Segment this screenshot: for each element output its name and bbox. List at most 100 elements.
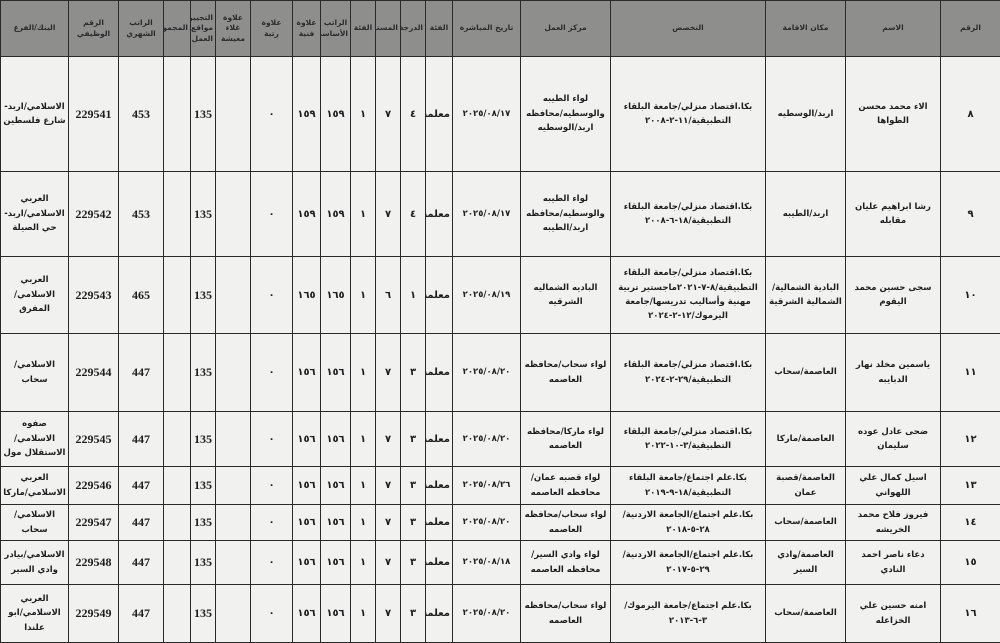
cell-col-a: ٣ bbox=[401, 334, 426, 412]
cell-bank-branch: العربي الاسلامي/ماركا bbox=[1, 467, 69, 505]
cell-employee-id: 229547 bbox=[69, 505, 119, 541]
cell-residence: العاصمة/قصبة عمان bbox=[766, 467, 846, 505]
cell-col-a: ٤ bbox=[401, 57, 426, 172]
cell-col-d: ١٥٩ bbox=[321, 172, 351, 257]
cell-job-title: معلمة bbox=[426, 257, 453, 334]
cell-specialization: بكا.علم اجتماع/جامعة اليرموك/٣-٦-٢٠١٣ bbox=[611, 585, 766, 643]
cell-job-title: معلمة bbox=[426, 57, 453, 172]
cell-monthly-salary: 453 bbox=[119, 172, 164, 257]
cell-start-date: ٢٠٢٥/٠٨/١٧ bbox=[453, 172, 521, 257]
cell-col-e: ١٥٦ bbox=[293, 585, 321, 643]
cell-job-title: معلمة bbox=[426, 541, 453, 585]
cell-bank-branch: العربي الاسلامي/المفرق bbox=[1, 257, 69, 334]
cell-col-i bbox=[164, 467, 191, 505]
cell-residence: العاصمة/سحاب bbox=[766, 585, 846, 643]
cell-work-center: لواء الطيبه والوسطيه/محافظه اربد/الطيبه bbox=[521, 172, 611, 257]
cell-num: ١٣ bbox=[941, 467, 1000, 505]
cell-col-b: ٧ bbox=[376, 505, 401, 541]
cell-col-b: ٧ bbox=[376, 467, 401, 505]
cell-col-h: 135 bbox=[191, 257, 216, 334]
cell-col-a: ١ bbox=[401, 257, 426, 334]
cell-col-b: ٧ bbox=[376, 541, 401, 585]
cell-bank-branch: الاسلامي/سحاب bbox=[1, 505, 69, 541]
cell-col-e: ١٥٦ bbox=[293, 541, 321, 585]
cell-col-h: 135 bbox=[191, 172, 216, 257]
cell-employee-id: 229548 bbox=[69, 541, 119, 585]
cell-job-title: معلمة bbox=[426, 467, 453, 505]
cell-work-center: لواء سحاب/محافظه العاصمه bbox=[521, 334, 611, 412]
header-col-e: علاوة فنية bbox=[293, 1, 321, 57]
cell-num: ١٤ bbox=[941, 505, 1000, 541]
cell-col-f: ٠ bbox=[251, 541, 293, 585]
cell-monthly-salary: 447 bbox=[119, 541, 164, 585]
cell-col-b: ٧ bbox=[376, 412, 401, 467]
cell-employee-id: 229549 bbox=[69, 585, 119, 643]
cell-specialization: بكا.اقتصاد منزلي/جامعة البلقاء التطبيقية… bbox=[611, 57, 766, 172]
cell-col-c: ١ bbox=[351, 172, 376, 257]
cell-employee-id: 229545 bbox=[69, 412, 119, 467]
cell-start-date: ٢٠٢٥/٠٨/٢٠ bbox=[453, 334, 521, 412]
header-num: الرقم bbox=[941, 1, 1000, 57]
cell-start-date: ٢٠٢٥/٠٨/٢٦ bbox=[453, 467, 521, 505]
cell-job-title: معلمة bbox=[426, 334, 453, 412]
cell-col-a: ٣ bbox=[401, 412, 426, 467]
cell-monthly-salary: 447 bbox=[119, 412, 164, 467]
cell-col-i bbox=[164, 541, 191, 585]
cell-col-a: ٣ bbox=[401, 467, 426, 505]
cell-col-d: ١٥٦ bbox=[321, 505, 351, 541]
cell-start-date: ٢٠٢٥/٠٨/٢٠ bbox=[453, 505, 521, 541]
cell-col-h: 135 bbox=[191, 467, 216, 505]
cell-col-a: ٣ bbox=[401, 585, 426, 643]
cell-col-f: ٠ bbox=[251, 172, 293, 257]
cell-col-d: ١٥٩ bbox=[321, 57, 351, 172]
cell-col-h: 135 bbox=[191, 585, 216, 643]
cell-specialization: بكا.علم اجتماع/جامعة البلقاء التطبيقية/١… bbox=[611, 467, 766, 505]
cell-col-i bbox=[164, 334, 191, 412]
cell-col-g bbox=[216, 585, 251, 643]
cell-col-i bbox=[164, 172, 191, 257]
cell-col-e: ١٥٦ bbox=[293, 505, 321, 541]
header-specialization: التخصص bbox=[611, 1, 766, 57]
cell-specialization: بكا.اقتصاد منزلي/جامعة البلقاء التطبيقية… bbox=[611, 334, 766, 412]
cell-monthly-salary: 447 bbox=[119, 467, 164, 505]
cell-col-h: 135 bbox=[191, 334, 216, 412]
cell-work-center: الباديه الشماليه الشرقيه bbox=[521, 257, 611, 334]
header-col-h: التجيير/مواقع العمل bbox=[191, 1, 216, 57]
cell-name: سجى حسين محمد اليقوم bbox=[846, 257, 941, 334]
cell-work-center: لواء ماركا/محافظه العاصمه bbox=[521, 412, 611, 467]
cell-monthly-salary: 465 bbox=[119, 257, 164, 334]
cell-col-i bbox=[164, 505, 191, 541]
cell-job-title: معلمة bbox=[426, 172, 453, 257]
cell-col-h: 135 bbox=[191, 505, 216, 541]
cell-col-f: ٠ bbox=[251, 257, 293, 334]
cell-col-d: ١٥٦ bbox=[321, 412, 351, 467]
header-col-i: المجموع bbox=[164, 1, 191, 57]
cell-bank-branch: الاسلامي/اربد-شارع فلسطين bbox=[1, 57, 69, 172]
cell-employee-id: 229546 bbox=[69, 467, 119, 505]
cell-col-c: ١ bbox=[351, 505, 376, 541]
header-col-b: المستوى bbox=[376, 1, 401, 57]
cell-col-f: ٠ bbox=[251, 585, 293, 643]
cell-employee-id: 229543 bbox=[69, 257, 119, 334]
cell-num: ١٢ bbox=[941, 412, 1000, 467]
cell-col-f: ٠ bbox=[251, 57, 293, 172]
cell-name: رشا ابراهيم عليان مقابله bbox=[846, 172, 941, 257]
cell-num: ١٦ bbox=[941, 585, 1000, 643]
header-start-date: تاريخ المباشرة bbox=[453, 1, 521, 57]
cell-col-e: ١٥٦ bbox=[293, 412, 321, 467]
header-residence: مكان الاقامة bbox=[766, 1, 846, 57]
cell-col-g bbox=[216, 57, 251, 172]
cell-num: ١١ bbox=[941, 334, 1000, 412]
cell-col-c: ١ bbox=[351, 541, 376, 585]
header-job-title: الفئة bbox=[426, 1, 453, 57]
cell-name: ياسمين مخلد نهار الدبايبه bbox=[846, 334, 941, 412]
cell-col-f: ٠ bbox=[251, 467, 293, 505]
header-col-c: الفئة bbox=[351, 1, 376, 57]
cell-col-a: ٤ bbox=[401, 172, 426, 257]
cell-col-b: ٧ bbox=[376, 585, 401, 643]
cell-start-date: ٢٠٢٥/٠٨/٢٠ bbox=[453, 585, 521, 643]
cell-col-d: ١٥٦ bbox=[321, 541, 351, 585]
cell-col-e: ١٥٩ bbox=[293, 172, 321, 257]
